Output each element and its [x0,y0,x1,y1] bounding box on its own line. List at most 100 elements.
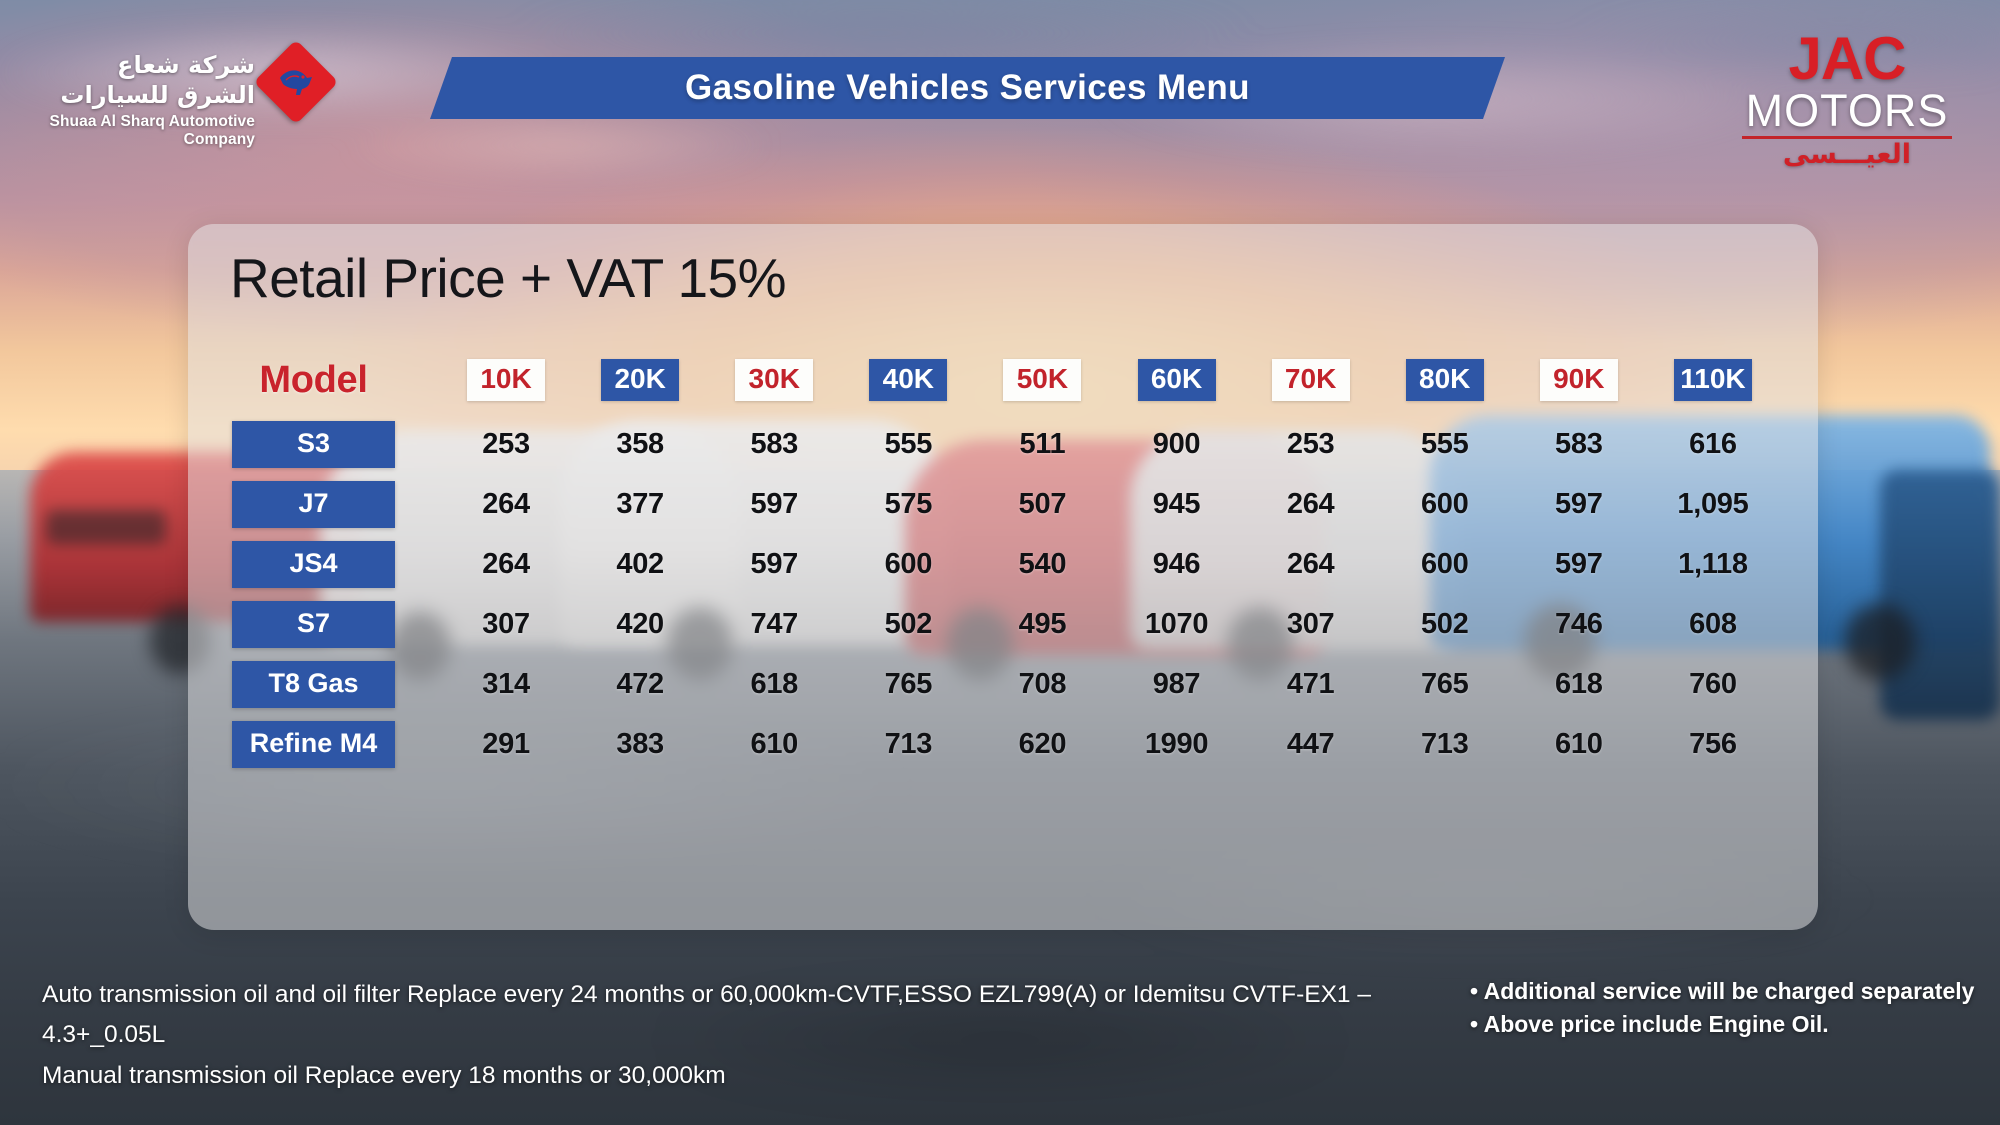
price-value: 708 [1018,667,1067,700]
price-cell: 502 [1378,594,1512,654]
price-cell: 1990 [1109,714,1243,774]
price-value: 471 [1286,667,1335,700]
price-value: 472 [616,667,664,700]
model-cell: Refine M4 [226,714,401,774]
column-header-10k: 10K [439,346,573,414]
spacer-cell [401,714,439,774]
price-value: 377 [616,487,664,520]
price-value: 610 [1555,727,1603,760]
price-cell: 507 [975,474,1109,534]
model-cell: T8 Gas [226,654,401,714]
price-value: 307 [1286,607,1335,640]
price-cell: 608 [1646,594,1780,654]
model-chip: Refine M4 [232,720,395,768]
model-chip: T8 Gas [232,660,395,708]
price-cell: 583 [1512,414,1646,474]
price-value: 765 [1420,667,1469,700]
price-cell: 495 [975,594,1109,654]
company-brand: شركة شعاع الشرق للسيارات Shuaa Al Sharq … [40,50,255,149]
table-body: S3 253 358 583 555 511 900 253 555 583 6… [188,414,1818,774]
price-value: 597 [1555,487,1603,520]
column-chip: 70K [1271,359,1350,401]
shuaa-diamond-logo [253,39,339,125]
spacer-cell [401,594,439,654]
price-value: 765 [884,667,933,700]
page-title: Gasoline Vehicles Services Menu [685,68,1250,107]
page-title-banner: Gasoline Vehicles Services Menu [430,57,1505,119]
spacer-cell [188,594,226,654]
price-value: 747 [750,607,798,640]
price-cell: 253 [1244,414,1378,474]
price-value: 746 [1555,607,1603,640]
price-value: 555 [1420,427,1469,460]
spacer-cell [188,534,226,594]
price-cell: 597 [1512,474,1646,534]
price-value: 900 [1152,427,1201,460]
spacer-cell [188,474,226,534]
price-cell: 765 [1378,654,1512,714]
jac-wordmark: JAC [1788,25,1906,92]
price-value: 608 [1689,607,1737,640]
spacer-cell [188,654,226,714]
spacer-cell [1780,414,1818,474]
price-cell: 610 [1512,714,1646,774]
model-chip: J7 [232,480,395,528]
price-cell: 713 [1378,714,1512,774]
price-cell: 307 [1244,594,1378,654]
price-cell: 946 [1109,534,1243,594]
column-header-20k: 20K [573,346,707,414]
column-chip: 30K [735,359,814,401]
price-cell: 1,095 [1646,474,1780,534]
jac-motors-logo: JAC MOTORS العيـــسى [1736,25,1958,170]
price-value: 264 [482,547,530,580]
price-cell: 597 [1512,534,1646,594]
price-value: 760 [1689,667,1737,700]
column-header-70k: 70K [1244,346,1378,414]
column-chip: 40K [869,359,948,401]
price-value: 402 [616,547,664,580]
price-value: 420 [616,607,664,640]
price-value: 495 [1018,607,1067,640]
price-value: 1070 [1144,607,1209,640]
price-value: 1990 [1144,727,1209,760]
price-cell: 746 [1512,594,1646,654]
model-header-label: Model [259,358,368,401]
price-cell: 472 [573,654,707,714]
price-cell: 987 [1109,654,1243,714]
column-chip: 10K [467,359,546,401]
footer-note-manual-transmission: Manual transmission oil Replace every 18… [42,1061,726,1089]
price-cell: 616 [1646,414,1780,474]
price-cell: 264 [439,534,573,594]
model-cell: JS4 [226,534,401,594]
table-row: S3 253 358 583 555 511 900 253 555 583 6… [188,414,1818,474]
table-row: S7 307 420 747 502 495 1070 307 502 746 … [188,594,1818,654]
price-value: 291 [482,727,530,760]
price-value: 610 [750,727,798,760]
price-value: 620 [1018,727,1067,760]
price-value: 597 [1555,547,1603,580]
price-cell: 756 [1646,714,1780,774]
price-value: 314 [482,667,530,700]
price-value: 264 [1286,547,1335,580]
price-value: 307 [482,607,530,640]
price-cell: 402 [573,534,707,594]
price-value: 600 [1420,487,1469,520]
price-value: 507 [1018,487,1067,520]
price-cell: 620 [975,714,1109,774]
column-chip: 110K [1673,359,1752,401]
model-header-cell: Model [226,346,401,414]
price-cell: 447 [1244,714,1378,774]
price-cell: 760 [1646,654,1780,714]
column-header-90k: 90K [1512,346,1646,414]
price-cell: 747 [707,594,841,654]
price-value: 1,118 [1678,547,1748,580]
price-cell: 597 [707,534,841,594]
spacer-cell [401,474,439,534]
column-chip: 80K [1405,359,1484,401]
price-value: 264 [482,487,530,520]
price-cell: 575 [841,474,975,534]
price-cell: 511 [975,414,1109,474]
price-value: 383 [616,727,664,760]
price-cell: 264 [439,474,573,534]
price-cell: 555 [1378,414,1512,474]
